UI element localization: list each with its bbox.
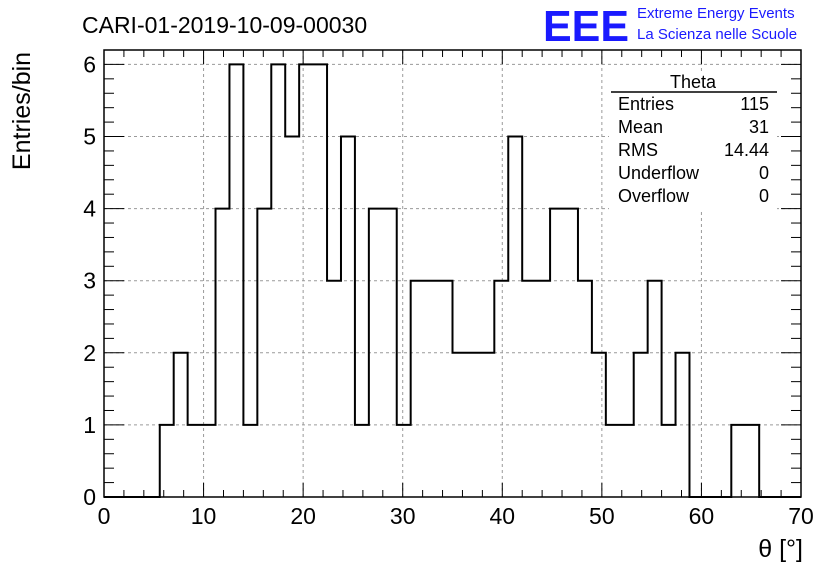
stats-row-label: Mean bbox=[618, 117, 663, 137]
x-tick-label: 20 bbox=[290, 503, 316, 529]
histogram-bin bbox=[257, 209, 271, 497]
stats-row-value: 115 bbox=[740, 94, 769, 114]
histogram-bin bbox=[480, 353, 494, 497]
histogram-bin bbox=[620, 425, 634, 497]
stats-row-label: RMS bbox=[618, 140, 658, 160]
histogram-bin bbox=[634, 353, 648, 497]
histogram-bin bbox=[397, 425, 411, 497]
histogram-bin bbox=[522, 281, 536, 497]
logo-line-1: Extreme Energy Events bbox=[637, 5, 795, 22]
histogram-bin bbox=[494, 281, 508, 497]
y-tick-label: 0 bbox=[83, 484, 96, 510]
stats-row-label: Overflow bbox=[618, 186, 690, 206]
histogram-bin bbox=[327, 281, 341, 497]
histogram-bin bbox=[383, 209, 397, 497]
y-tick-labels: 0 1 2 3 4 5 6 bbox=[83, 51, 96, 510]
histogram-bin bbox=[271, 64, 285, 497]
histogram-outline bbox=[104, 63, 801, 498]
y-tick-label: 5 bbox=[83, 124, 96, 150]
histogram-bin bbox=[369, 209, 383, 497]
histogram-bin bbox=[508, 137, 522, 497]
histogram-bin bbox=[578, 281, 592, 497]
x-tick-labels: 0 10 20 30 40 50 60 70 bbox=[98, 503, 814, 529]
x-tick-label: 30 bbox=[390, 503, 416, 529]
eee-logo: EEE bbox=[543, 2, 629, 51]
histogram-bin bbox=[466, 353, 480, 497]
histogram-bin bbox=[188, 425, 202, 497]
x-tick-label: 0 bbox=[98, 503, 111, 529]
histogram-bin bbox=[355, 425, 369, 497]
histogram-bin bbox=[453, 353, 467, 497]
histogram-bin bbox=[564, 209, 578, 497]
y-tick-label: 1 bbox=[83, 412, 96, 438]
x-tick-label: 60 bbox=[689, 503, 715, 529]
histogram-bin bbox=[606, 425, 620, 497]
histogram-bin bbox=[662, 425, 676, 497]
x-tick-label: 10 bbox=[191, 503, 217, 529]
stats-row-label: Underflow bbox=[618, 163, 700, 183]
histogram-bin bbox=[299, 64, 313, 497]
y-tick-label: 3 bbox=[83, 268, 96, 294]
y-tick-label: 4 bbox=[83, 196, 96, 222]
plot-frame bbox=[103, 49, 802, 498]
histogram-bin bbox=[648, 281, 662, 497]
axis-ticks bbox=[103, 49, 802, 498]
stats-row-label: Entries bbox=[618, 94, 674, 114]
stats-box: Theta Entries 115 Mean 31 RMS 14.44 Underflow 0… bbox=[609, 72, 777, 212]
stats-title: Theta bbox=[670, 72, 717, 92]
histogram-bin bbox=[592, 353, 606, 497]
histogram-bin bbox=[745, 425, 759, 497]
histogram-bin bbox=[341, 137, 355, 497]
histogram-bin bbox=[243, 425, 257, 497]
x-tick-label: 50 bbox=[589, 503, 615, 529]
histogram-bin bbox=[550, 209, 564, 497]
y-tick-label: 2 bbox=[83, 340, 96, 366]
histogram-bin bbox=[313, 64, 327, 497]
stats-row-value: 0 bbox=[759, 163, 769, 183]
histogram-bin bbox=[439, 281, 453, 497]
stats-row-value: 31 bbox=[749, 117, 769, 137]
histogram-bin bbox=[160, 425, 174, 497]
stats-row-value: 0 bbox=[759, 186, 769, 206]
histogram-bin bbox=[285, 137, 299, 497]
y-tick-label: 6 bbox=[83, 51, 96, 77]
x-axis-label: θ [°] bbox=[758, 535, 803, 563]
x-tick-label: 70 bbox=[788, 503, 814, 529]
histogram-bin bbox=[216, 209, 230, 497]
histogram-bin bbox=[425, 281, 439, 497]
histogram-bin bbox=[174, 353, 188, 497]
stats-row-value: 14.44 bbox=[724, 140, 769, 160]
histogram-bin bbox=[731, 425, 745, 497]
histogram-bin bbox=[411, 281, 425, 497]
logo-line-2: La Scienza nelle Scuole bbox=[637, 26, 797, 43]
x-tick-label: 40 bbox=[489, 503, 515, 529]
y-axis-label: Entries/bin bbox=[8, 52, 36, 170]
run-title: CARI-01-2019-10-09-00030 bbox=[82, 12, 367, 38]
histogram-bin bbox=[536, 281, 550, 497]
histogram-bin bbox=[229, 64, 243, 497]
histogram-bin bbox=[676, 353, 690, 497]
